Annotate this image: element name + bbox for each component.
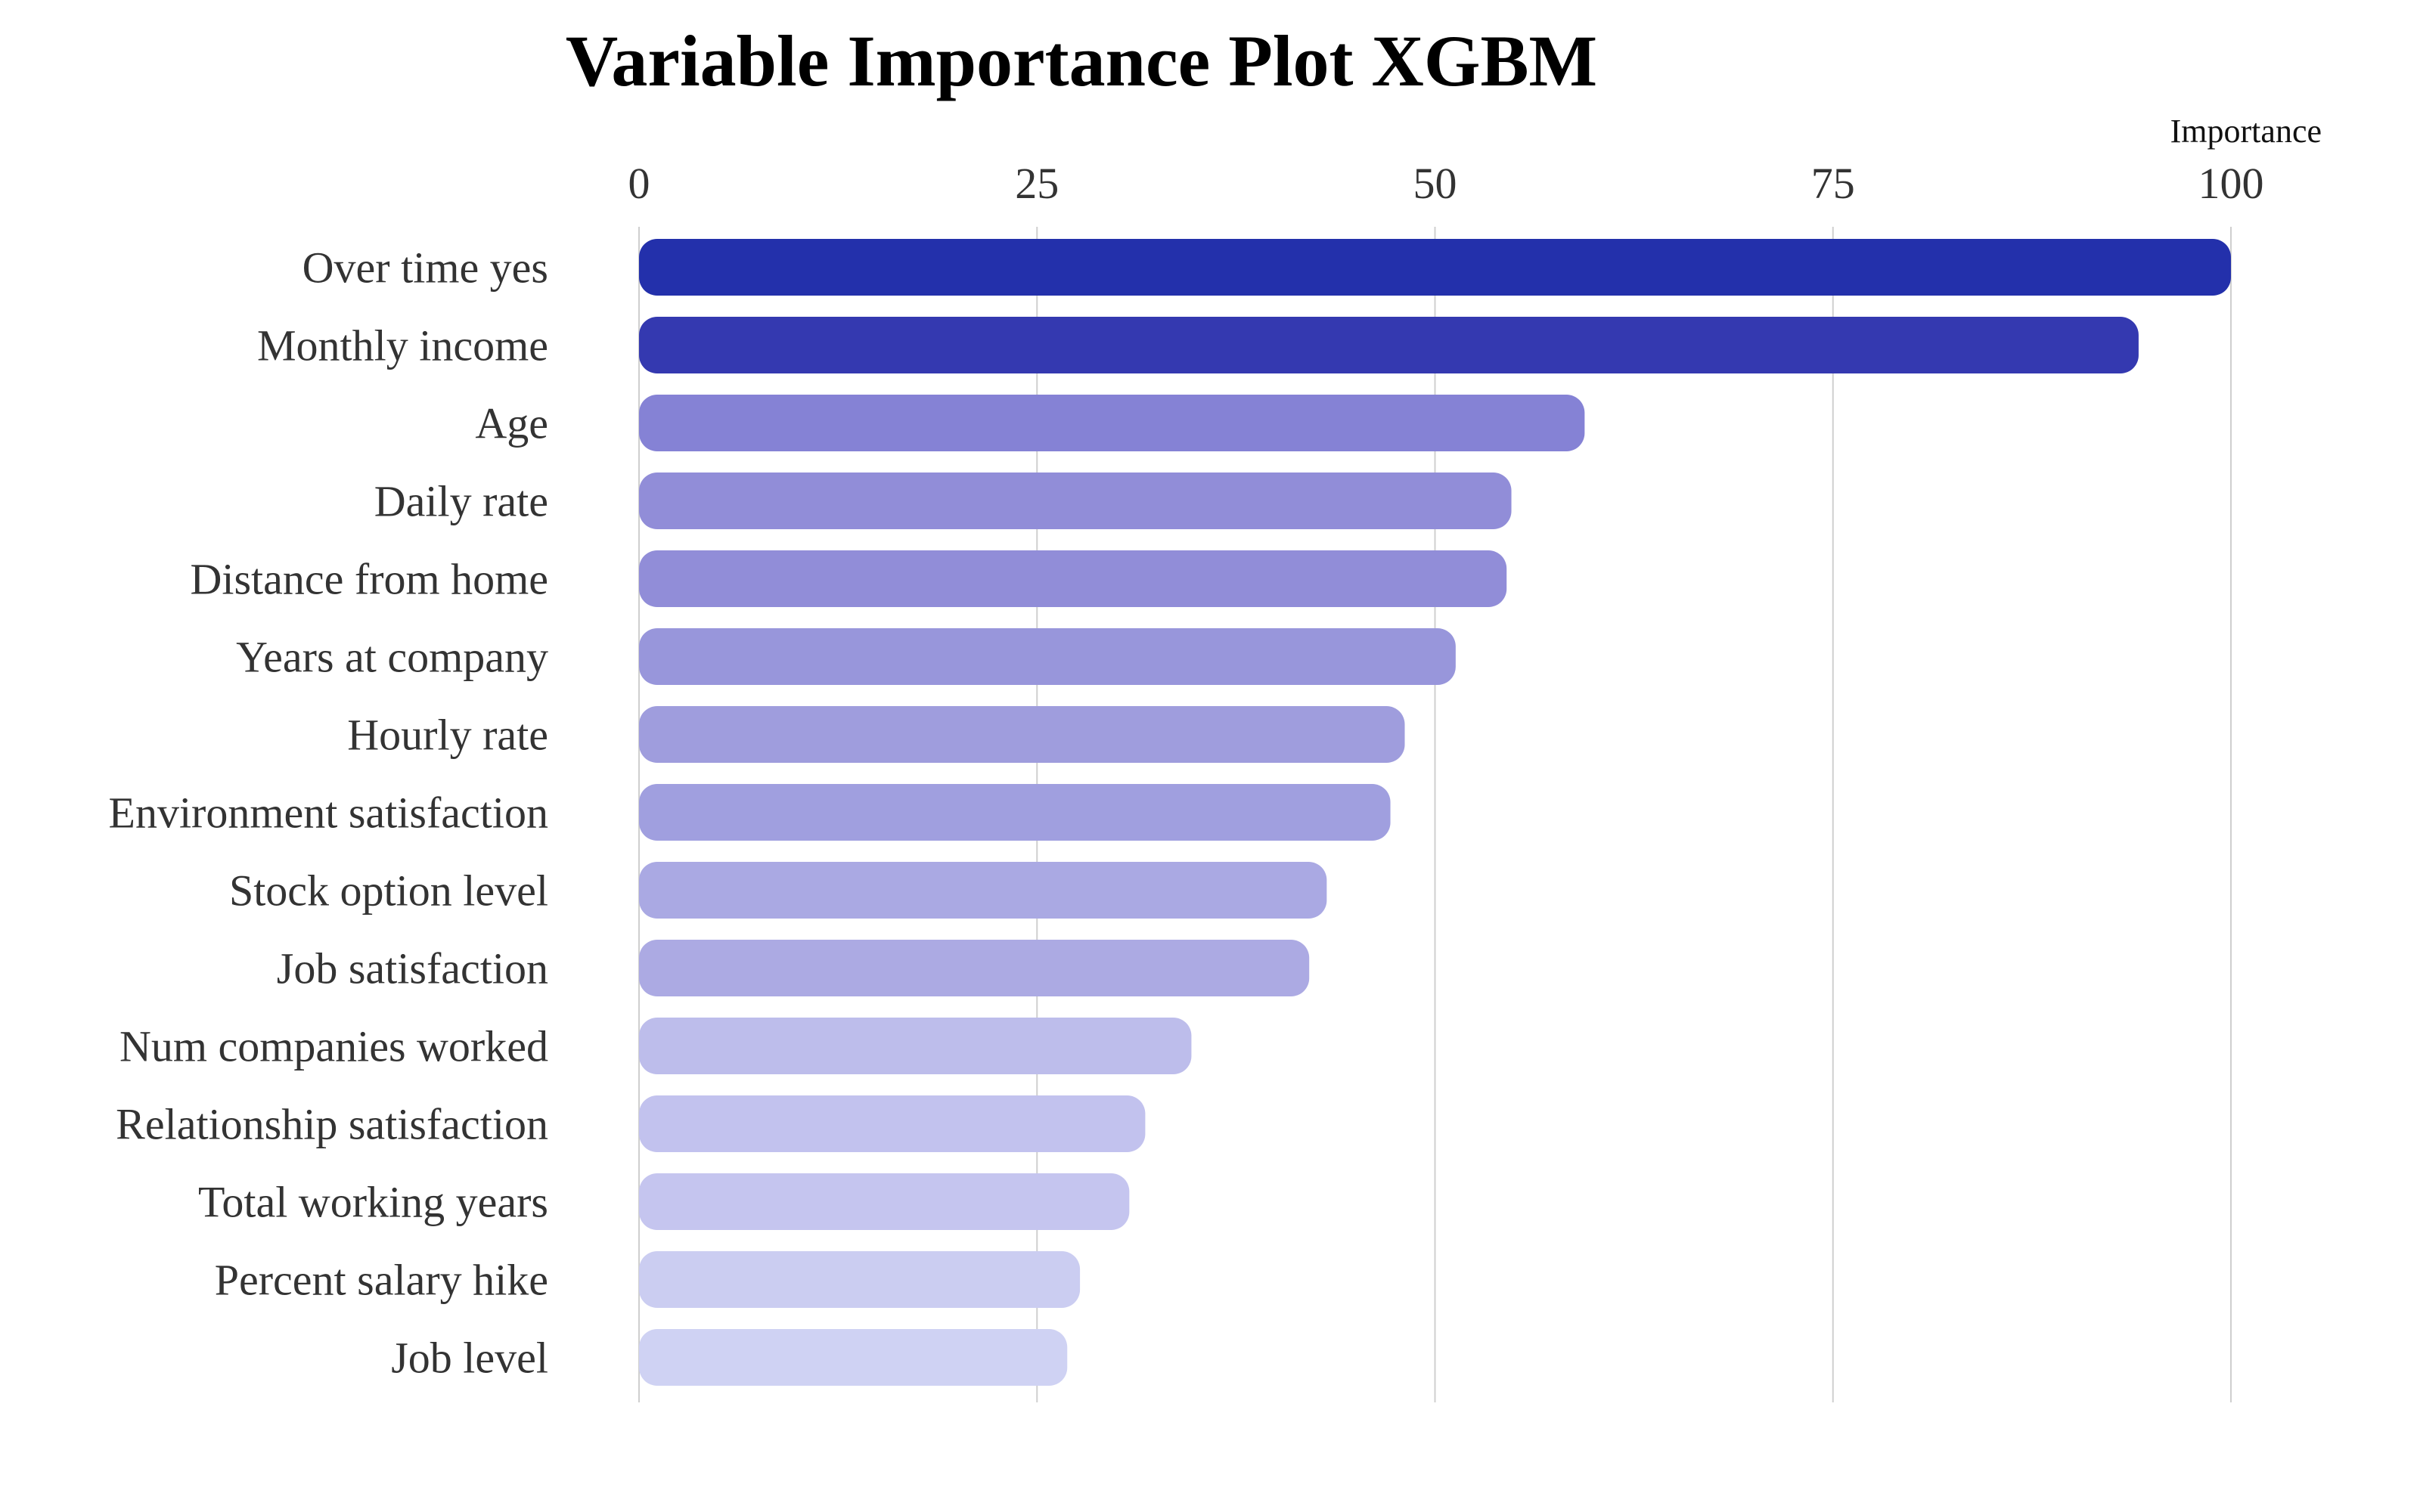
bar [639,628,1456,685]
category-label: Environment satisfaction [109,789,548,838]
category-label: Stock option level [229,866,548,916]
category-label: Job satisfaction [277,944,548,993]
x-tick-label: 0 [628,159,650,208]
bar [639,239,2231,296]
category-label: Total working years [198,1178,548,1227]
x-tick-label: 25 [1015,159,1059,208]
category-label: Over time yes [302,243,548,293]
category-label: Daily rate [374,477,548,526]
x-tick-label: 75 [1811,159,1855,208]
x-tick-label: 50 [1413,159,1457,208]
category-label: Years at company [236,633,548,682]
category-label: Job level [391,1334,548,1383]
bar [639,706,1405,763]
category-label: Age [475,399,548,448]
category-label: Num companies worked [119,1022,548,1071]
category-label: Distance from home [190,555,548,604]
category-label: Hourly rate [347,711,548,760]
bar [639,862,1327,919]
bar [639,784,1391,841]
category-label: Relationship satisfaction [116,1100,548,1149]
category-label: Monthly income [257,321,548,370]
category-label: Percent salary hike [215,1256,548,1305]
category-labels: Over time yes Monthly income Age Daily rate… [109,243,548,1383]
bar [639,550,1507,607]
bar [639,395,1585,451]
bar [639,1251,1081,1308]
bars [639,239,2231,1386]
bar [639,1329,1068,1386]
chart-title: Variable Importance Plot XGBM [566,20,1597,101]
bar [639,1018,1192,1074]
bar [639,1173,1130,1230]
bar [639,1095,1146,1152]
x-tick-label: 100 [2198,159,2264,208]
bar [639,940,1310,996]
x-axis-ticks: 0 25 50 75 100 [628,159,2264,208]
bar [639,472,1512,529]
bar [639,317,2139,373]
x-axis-label: Importance [2170,113,2322,150]
